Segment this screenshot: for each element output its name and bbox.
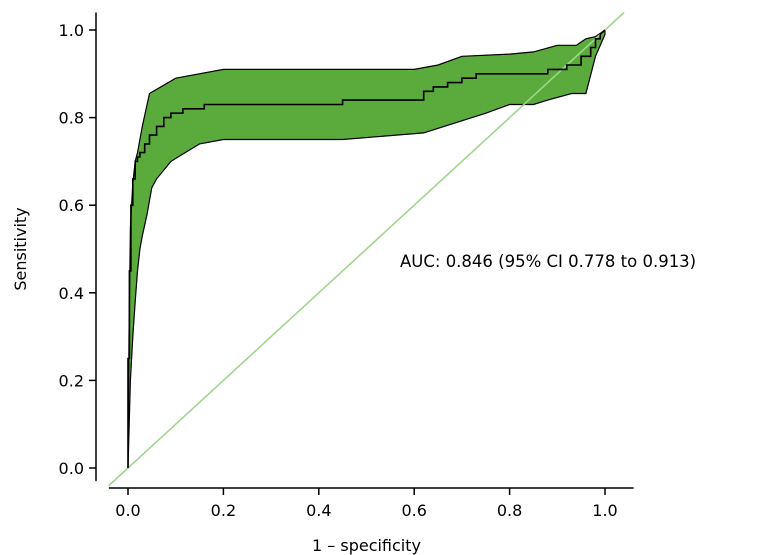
x-tick-label: 0.2 <box>211 501 236 520</box>
roc-curve-line <box>127 29 606 468</box>
confidence-interval-band <box>127 28 606 469</box>
y-tick-label: 0.4 <box>59 284 84 303</box>
plot-area <box>108 11 625 487</box>
x-axis-title: 1 – specificity <box>312 536 421 555</box>
x-tick-label: 0.6 <box>401 501 426 520</box>
y-tick-label: 0.8 <box>59 109 84 128</box>
y-tick-label: 1.0 <box>59 21 84 40</box>
y-tick-label: 0.0 <box>59 459 84 478</box>
y-axis-title: Sensitivity <box>11 207 30 290</box>
auc-annotation: AUC: 0.846 (95% CI 0.778 to 0.913) <box>400 252 696 271</box>
y-tick-label: 0.2 <box>59 371 84 390</box>
x-tick-label: 1.0 <box>592 501 617 520</box>
x-tick-label: 0.4 <box>306 501 331 520</box>
axes: 0.0 0.2 0.4 0.6 0.8 1.0 0.0 0.2 0.4 0.6 0.8 1.0 <box>59 12 634 520</box>
y-ticks: 0.0 0.2 0.4 0.6 0.8 1.0 <box>59 21 96 478</box>
x-ticks: 0.0 0.2 0.4 0.6 0.8 1.0 <box>115 488 618 520</box>
y-tick-label: 0.6 <box>59 196 84 215</box>
x-tick-label: 0.0 <box>115 501 140 520</box>
chance-reference-line <box>108 11 625 487</box>
x-tick-label: 0.8 <box>497 501 522 520</box>
